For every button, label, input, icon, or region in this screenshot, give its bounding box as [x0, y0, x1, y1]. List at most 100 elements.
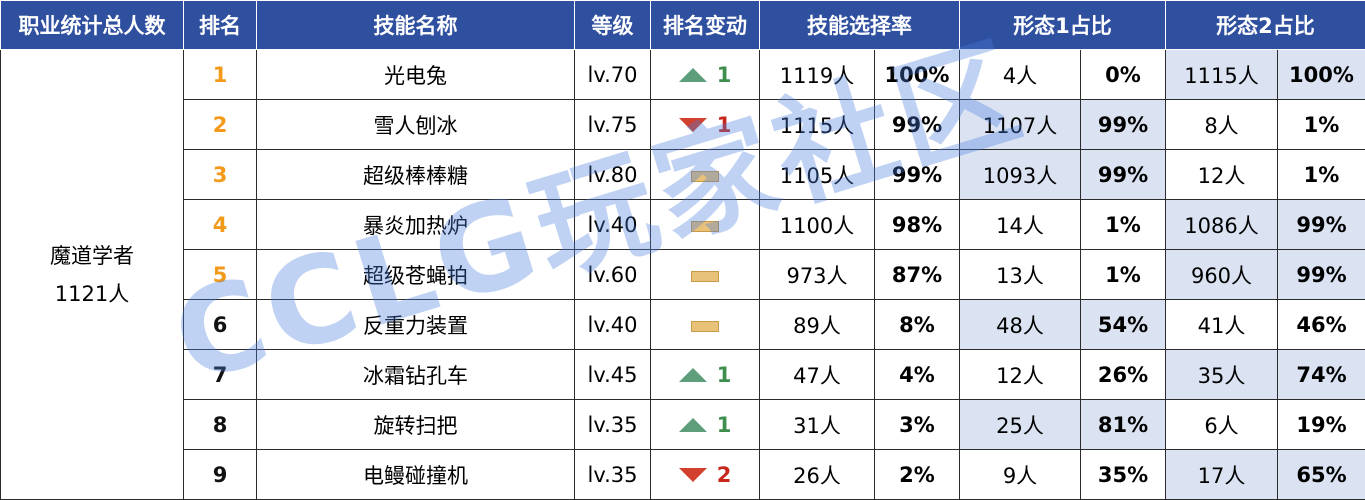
form2-ratio: 1% [1277, 99, 1365, 150]
header-selection-rate: 技能选择率 [759, 0, 960, 50]
form2-count: 17人 [1165, 449, 1278, 500]
form2-count: 8人 [1165, 99, 1278, 150]
rank-change-value: 1 [716, 362, 732, 387]
level-cell: lv.75 [574, 99, 651, 150]
arrow-up-icon [678, 67, 707, 82]
rank-cell: 3 [183, 149, 257, 200]
rank-change-value: 1 [716, 412, 732, 437]
selection-count: 973人 [759, 249, 875, 300]
form2-count: 35人 [1165, 349, 1278, 400]
rank-change-value: 2 [716, 462, 732, 487]
no-change-icon [691, 170, 719, 182]
form1-count: 13人 [959, 249, 1081, 300]
form1-count: 4人 [959, 49, 1081, 100]
level-cell: lv.80 [574, 149, 651, 200]
skill-name-cell: 电鳗碰撞机 [256, 449, 575, 500]
table-row: 2 雪人刨冰 lv.75 1 1115人 99% 1107人 99% 8人 1% [1, 99, 1365, 150]
header-job-total: 职业统计总人数 [0, 0, 184, 50]
form1-count: 1107人 [959, 99, 1081, 150]
selection-count: 31人 [759, 399, 875, 450]
form2-ratio: 19% [1277, 399, 1365, 450]
header-row: 职业统计总人数 排名 技能名称 等级 排名变动 技能选择率 形态1占比 形态2占… [0, 0, 1365, 50]
selection-count: 89人 [759, 299, 875, 350]
no-change-icon [691, 270, 719, 282]
no-change-icon [691, 320, 719, 332]
selection-rate: 99% [874, 99, 960, 150]
form1-count: 14人 [959, 199, 1081, 250]
rank-cell: 6 [183, 299, 257, 350]
no-change-icon [691, 220, 719, 232]
header-skill-name: 技能名称 [256, 0, 575, 50]
form1-count: 12人 [959, 349, 1081, 400]
form2-ratio: 100% [1277, 49, 1365, 100]
header-form2-ratio: 形态2占比 [1165, 0, 1365, 50]
rank-cell: 8 [183, 399, 257, 450]
form1-ratio: 35% [1080, 449, 1166, 500]
selection-count: 26人 [759, 449, 875, 500]
selection-rate: 87% [874, 249, 960, 300]
form2-count: 41人 [1165, 299, 1278, 350]
rank-change-cell [650, 149, 760, 200]
arrow-up-icon [678, 367, 707, 382]
header-rank: 排名 [183, 0, 257, 50]
rank-cell: 7 [183, 349, 257, 400]
selection-rate: 2% [874, 449, 960, 500]
rank-change-cell: 1 [650, 49, 760, 100]
rank-change-cell [650, 249, 760, 300]
rank-cell: 9 [183, 449, 257, 500]
form2-ratio: 99% [1277, 249, 1365, 300]
skill-name-cell: 雪人刨冰 [256, 99, 575, 150]
level-cell: lv.60 [574, 249, 651, 300]
selection-count: 1105人 [759, 149, 875, 200]
form2-count: 12人 [1165, 149, 1278, 200]
form1-count: 9人 [959, 449, 1081, 500]
form1-ratio: 99% [1080, 149, 1166, 200]
selection-count: 1100人 [759, 199, 875, 250]
rank-change-cell [650, 199, 760, 250]
form2-ratio: 65% [1277, 449, 1365, 500]
level-cell: lv.45 [574, 349, 651, 400]
form1-count: 1093人 [959, 149, 1081, 200]
form2-ratio: 74% [1277, 349, 1365, 400]
level-cell: lv.40 [574, 199, 651, 250]
form1-ratio: 26% [1080, 349, 1166, 400]
selection-count: 47人 [759, 349, 875, 400]
header-form1-ratio: 形态1占比 [959, 0, 1166, 50]
level-cell: lv.35 [574, 399, 651, 450]
form1-ratio: 81% [1080, 399, 1166, 450]
rank-change-value: 1 [716, 62, 732, 87]
job-cell: 魔道学者 1121人 [0, 49, 184, 500]
skill-name-cell: 旋转扫把 [256, 399, 575, 450]
header-level: 等级 [574, 0, 651, 50]
form1-count: 48人 [959, 299, 1081, 350]
table-row: 3 超级棒棒糖 lv.80 1105人 99% 1093人 99% 12人 1% [1, 149, 1365, 200]
table-row: 4 暴炎加热炉 lv.40 1100人 98% 14人 1% 1086人 99% [1, 199, 1365, 250]
rank-cell: 1 [183, 49, 257, 100]
skill-name-cell: 暴炎加热炉 [256, 199, 575, 250]
rank-change-cell: 1 [650, 349, 760, 400]
table-row: 8 旋转扫把 lv.35 1 31人 3% 25人 81% 6人 19% [1, 399, 1365, 450]
skill-name-cell: 反重力装置 [256, 299, 575, 350]
form2-ratio: 99% [1277, 199, 1365, 250]
table-row: 6 反重力装置 lv.40 89人 8% 48人 54% 41人 46% [1, 299, 1365, 350]
skill-name-cell: 光电兔 [256, 49, 575, 100]
form2-count: 1086人 [1165, 199, 1278, 250]
selection-rate: 8% [874, 299, 960, 350]
form1-ratio: 0% [1080, 49, 1166, 100]
level-cell: lv.40 [574, 299, 651, 350]
rank-cell: 2 [183, 99, 257, 150]
selection-rate: 3% [874, 399, 960, 450]
job-count: 1121人 [54, 281, 130, 306]
arrow-down-icon [678, 117, 707, 132]
skill-name-cell: 冰霜钻孔车 [256, 349, 575, 400]
rank-cell: 4 [183, 199, 257, 250]
table-row: 9 电鳗碰撞机 lv.35 2 26人 2% 9人 35% 17人 65% [1, 449, 1365, 500]
rank-change-value: 1 [716, 112, 732, 137]
rank-change-cell: 1 [650, 399, 760, 450]
arrow-up-icon [678, 417, 707, 432]
selection-count: 1115人 [759, 99, 875, 150]
form1-ratio: 1% [1080, 199, 1166, 250]
skill-name-cell: 超级棒棒糖 [256, 149, 575, 200]
selection-rate: 98% [874, 199, 960, 250]
